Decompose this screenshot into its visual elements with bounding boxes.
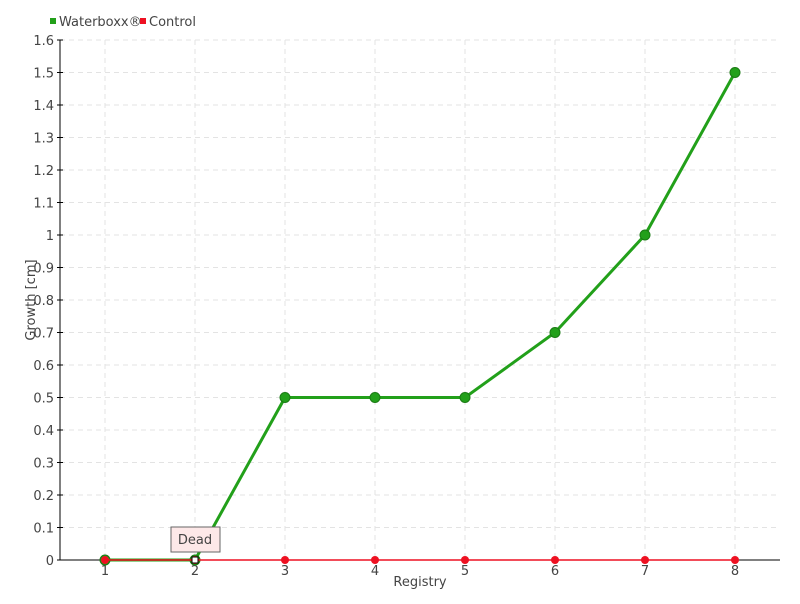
legend-swatch-control [140,18,146,24]
y-tick-label: 0.2 [33,489,54,504]
data-point[interactable] [101,556,109,564]
y-tick-label: 1.2 [33,164,54,179]
y-tick-label: 0.4 [33,424,54,439]
x-axis-label: Registry [393,575,447,590]
y-tick-label: 0.5 [33,392,54,407]
y-tick-label: 1.5 [33,67,54,82]
y-tick-label: 0.9 [33,262,54,277]
legend: Waterboxx® Control [50,15,196,30]
data-point[interactable] [731,556,739,564]
data-point[interactable] [549,327,561,338]
annotation-dead: Dead [178,533,212,548]
data-point[interactable] [369,392,381,403]
y-tick-label: 0.6 [33,359,54,374]
annotation-marker [191,556,199,564]
data-point[interactable] [371,556,379,564]
data-point[interactable] [279,392,291,403]
data-point[interactable] [459,392,471,403]
annotation-box [170,526,221,553]
data-point[interactable] [641,556,649,564]
y-tick-label: 0.3 [33,457,54,472]
legend-label-waterboxx[interactable]: Waterboxx® [59,15,142,30]
y-tick-label: 1 [46,229,54,244]
y-tick-label: 0.8 [33,294,54,309]
legend-label-control[interactable]: Control [149,15,196,30]
series-line-0 [105,71,737,562]
legend-swatch-waterboxx [50,18,56,24]
data-point[interactable] [551,556,559,564]
x-tick-label: 1 [101,564,109,579]
y-tick-label: 0.1 [33,522,54,537]
data-point[interactable] [461,556,469,564]
y-axis-label: Growth [cm] [24,259,39,340]
x-tick-label: 3 [281,564,289,579]
y-tick-label: 1.6 [33,34,54,49]
x-tick-label: 5 [461,564,469,579]
y-tick-label: 1.3 [33,132,54,147]
data-point[interactable] [281,556,289,564]
data-point[interactable] [639,229,651,241]
y-tick-label: 0 [46,554,54,569]
y-tick-label: 0.7 [33,327,54,342]
x-tick-label: 2 [191,564,199,579]
x-tick-label: 4 [371,564,379,579]
grid [60,39,780,560]
y-tick-label: 1.1 [33,197,54,212]
data-point[interactable] [729,67,741,78]
x-tick-label: 8 [731,564,739,579]
x-tick-label: 7 [641,564,649,579]
y-tick-label: 1.4 [33,99,54,114]
x-tick-label: 6 [551,564,559,579]
